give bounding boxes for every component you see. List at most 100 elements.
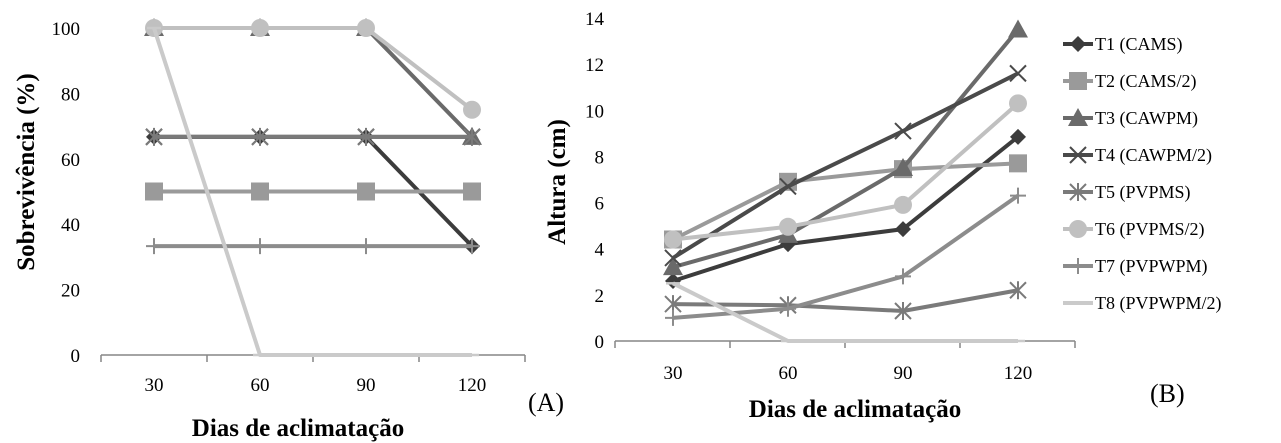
y-tick-label: 12 <box>585 55 604 76</box>
legend-swatch-marker <box>1069 183 1087 201</box>
legend-label: T7 (PVPWPM) <box>1095 256 1208 277</box>
x-tick-label: 90 <box>894 363 913 384</box>
y-tick-label: 80 <box>61 84 80 105</box>
series-1 <box>665 128 1026 290</box>
legend-item: T1 (CAMS) <box>1063 34 1183 55</box>
y-tick-label: 4 <box>595 240 605 261</box>
series-3 <box>144 18 482 145</box>
data-point <box>358 238 374 255</box>
legend-label: T1 (CAMS) <box>1095 34 1183 55</box>
data-point <box>145 127 163 146</box>
data-point <box>895 268 911 285</box>
legend-item: T5 (PVPMS) <box>1063 182 1191 203</box>
legend-item: T2 (CAMS/2) <box>1063 71 1197 92</box>
y-tick-label: 40 <box>61 215 80 236</box>
legend-swatch-marker <box>1069 146 1087 164</box>
legend-label: T5 (PVPMS) <box>1095 182 1191 203</box>
legend-label: T4 (CAWPM/2) <box>1095 145 1212 166</box>
data-point <box>895 221 911 238</box>
data-point <box>463 100 481 119</box>
series-line <box>672 28 1020 270</box>
y-tick-label: 10 <box>585 101 604 122</box>
data-point <box>463 127 481 146</box>
data-point <box>251 19 269 37</box>
y-tick-label: 100 <box>52 19 81 40</box>
legend-item: T7 (PVPWPM) <box>1063 256 1208 277</box>
y-tick-label: 2 <box>595 286 605 307</box>
y-tick-label: 8 <box>595 147 605 168</box>
data-point <box>146 238 162 255</box>
series-5 <box>145 127 481 146</box>
chart-b-legend: T1 (CAMS) T2 (CAMS/2) T3 (CAWPM) T4 (CAWPM/… <box>1063 34 1222 314</box>
data-point <box>463 182 481 201</box>
x-tick-label: 60 <box>251 375 270 396</box>
chart-a-x-axis-title: Dias de aclimatação <box>192 415 404 442</box>
legend-label: T3 (CAWPM) <box>1095 108 1198 129</box>
series-line <box>672 281 1018 343</box>
series-line <box>154 26 474 139</box>
legend-item: T6 (PVPMS/2) <box>1063 219 1205 240</box>
legend-label: T6 (PVPMS/2) <box>1095 219 1205 240</box>
x-tick-label: 120 <box>1004 363 1033 384</box>
series-6 <box>145 19 481 119</box>
data-point <box>894 302 912 321</box>
data-point <box>357 19 375 37</box>
legend-label: T8 (PVPWPM/2) <box>1095 293 1222 314</box>
legend-item: T8 (PVPWPM/2) <box>1063 293 1222 314</box>
data-point <box>1009 94 1027 113</box>
data-point <box>779 177 797 196</box>
data-point <box>145 182 163 201</box>
y-tick-label: 14 <box>585 9 605 30</box>
data-point <box>252 238 268 255</box>
chart-b-panel-label: (B) <box>1150 379 1185 408</box>
data-point <box>251 182 269 201</box>
data-point <box>664 230 682 249</box>
legend-label: T2 (CAMS/2) <box>1095 71 1197 92</box>
series-line <box>671 71 1019 260</box>
series-8 <box>147 26 479 357</box>
series-4 <box>664 64 1027 267</box>
series-line <box>154 26 474 112</box>
data-point <box>780 300 796 317</box>
data-point <box>357 182 375 201</box>
data-point <box>464 238 480 255</box>
legend-swatch-marker <box>1069 72 1087 90</box>
data-point <box>663 257 683 276</box>
y-tick-label: 0 <box>71 346 81 367</box>
data-point <box>1009 64 1027 83</box>
x-tick-label: 90 <box>357 375 376 396</box>
data-point <box>1010 128 1026 145</box>
x-tick-label: 30 <box>145 375 164 396</box>
series-line <box>672 288 1019 314</box>
legend-swatch-marker <box>1070 36 1086 52</box>
chart-a: 0 20 40 60 80 100 30 60 90 120 Sobrevivência (%)… <box>13 18 564 442</box>
data-point <box>665 309 681 326</box>
legend-swatch-marker <box>1069 220 1087 238</box>
data-point <box>894 122 912 140</box>
legend-item: T3 (CAWPM) <box>1063 108 1198 129</box>
data-point <box>1008 19 1028 38</box>
data-point <box>1010 187 1026 204</box>
y-tick-label: 6 <box>595 194 605 215</box>
series-line <box>152 27 472 357</box>
chart-a-y-axis-title: Sobrevivência (%) <box>13 73 40 270</box>
data-point <box>779 217 797 236</box>
data-point <box>664 249 682 267</box>
series-8 <box>666 281 1025 343</box>
y-tick-label: 60 <box>61 150 80 171</box>
data-point <box>1009 154 1027 173</box>
legend-item: T4 (CAWPM/2) <box>1063 145 1212 166</box>
chart-b: 0 2 4 6 8 10 12 14 30 60 90 120 Altura (cm) Dias d… <box>544 9 1222 423</box>
data-point <box>1009 281 1027 300</box>
data-point <box>893 157 913 176</box>
series-line <box>672 161 1019 242</box>
x-tick-label: 30 <box>664 363 683 384</box>
series-5 <box>664 281 1027 321</box>
data-point <box>251 127 269 146</box>
chart-b-y-axis-title: Altura (cm) <box>544 119 571 245</box>
series-6 <box>664 94 1027 249</box>
series-line <box>672 135 1020 283</box>
data-point <box>357 127 375 146</box>
y-tick-label: 0 <box>595 332 605 353</box>
